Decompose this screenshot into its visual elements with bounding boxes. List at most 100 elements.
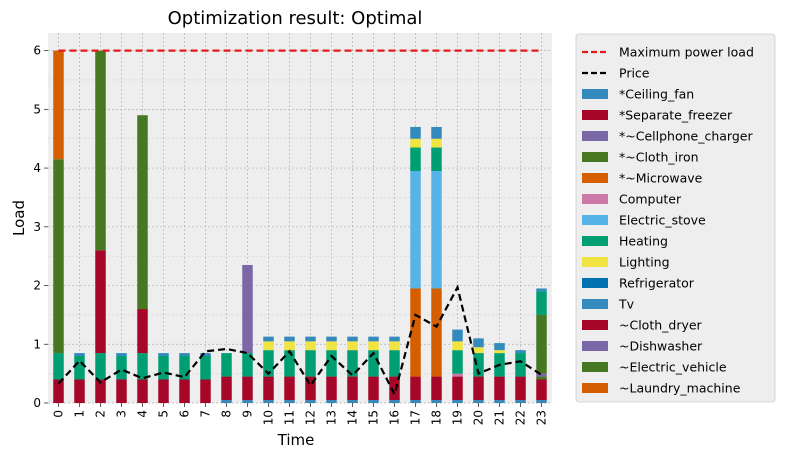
bar-segment bbox=[536, 314, 547, 374]
legend-label: ~Dishwasher bbox=[619, 339, 703, 354]
bar-segment bbox=[536, 400, 547, 403]
legend-label: Maximum power load bbox=[619, 45, 754, 60]
bar-segment bbox=[494, 343, 505, 351]
bar-segment bbox=[368, 336, 379, 342]
x-tick-label: 12 bbox=[304, 410, 318, 425]
bar-segment bbox=[473, 400, 484, 403]
bar-segment bbox=[452, 350, 463, 374]
bar-segment bbox=[74, 356, 85, 380]
bar-segment bbox=[326, 400, 337, 403]
legend-swatch bbox=[582, 173, 608, 183]
bar-segment bbox=[536, 379, 547, 401]
bar-segment bbox=[116, 356, 127, 380]
bar-segment bbox=[515, 353, 526, 377]
bar-segment bbox=[368, 376, 379, 401]
bar-segment bbox=[347, 336, 358, 342]
bar-segment bbox=[179, 353, 190, 357]
legend-label: ~Laundry_machine bbox=[619, 381, 741, 396]
bar-segment bbox=[263, 350, 274, 377]
bar-segment bbox=[515, 350, 526, 354]
y-ticks: 0 1 2 3 4 5 6 bbox=[33, 44, 48, 410]
bar-segment bbox=[137, 379, 148, 403]
bar-segment bbox=[263, 376, 274, 401]
bar-segment bbox=[410, 138, 421, 148]
bar-segment bbox=[53, 50, 64, 160]
bar-segment bbox=[326, 350, 337, 377]
bar-segment bbox=[179, 379, 190, 403]
bar-segment bbox=[95, 250, 106, 354]
legend-swatch bbox=[582, 110, 608, 120]
legend-swatch bbox=[582, 257, 608, 267]
bar-segment bbox=[452, 376, 463, 401]
bar-segment bbox=[242, 264, 253, 354]
bar-segment bbox=[536, 373, 547, 377]
x-tick-label: 19 bbox=[451, 410, 465, 425]
bar-segment bbox=[305, 350, 316, 377]
bar-segment bbox=[515, 376, 526, 401]
bar-segment bbox=[494, 400, 505, 403]
legend-swatch bbox=[582, 383, 608, 393]
legend-label: Tv bbox=[618, 297, 635, 312]
bar-segment bbox=[347, 341, 358, 351]
x-tick-label: 4 bbox=[136, 410, 150, 418]
legend: Maximum power load Price *Ceiling_fan *Sepa… bbox=[575, 33, 776, 403]
bar-segment bbox=[431, 138, 442, 148]
bar-segment bbox=[452, 400, 463, 403]
bar-segment bbox=[494, 376, 505, 401]
bar-segment bbox=[515, 400, 526, 403]
bar-segment bbox=[389, 341, 400, 351]
x-tick-label: 14 bbox=[346, 410, 360, 425]
bar-segment bbox=[410, 400, 421, 403]
bar-segment bbox=[368, 341, 379, 351]
bar-segment bbox=[200, 379, 211, 403]
bar-segment bbox=[242, 353, 253, 377]
bar-segment bbox=[158, 353, 169, 357]
bar-segment bbox=[158, 379, 169, 403]
bar-segment bbox=[536, 288, 547, 292]
y-tick-label: 3 bbox=[33, 220, 41, 234]
bar-segment bbox=[200, 353, 211, 357]
bar-segment bbox=[200, 356, 211, 380]
legend-label: *~Microwave bbox=[619, 171, 703, 186]
y-axis-label: Load bbox=[10, 200, 28, 236]
bar-segment bbox=[410, 147, 421, 172]
bar-segment bbox=[431, 288, 442, 377]
legend-label: Computer bbox=[619, 192, 682, 207]
bar-segment bbox=[473, 353, 484, 377]
x-tick-label: 0 bbox=[52, 410, 66, 418]
x-tick-label: 1 bbox=[73, 410, 87, 418]
bar-segment bbox=[305, 376, 316, 401]
bar-segment bbox=[410, 288, 421, 377]
x-axis-label: Time bbox=[277, 431, 315, 449]
plot-background bbox=[48, 33, 552, 403]
y-tick-label: 2 bbox=[33, 279, 41, 293]
bar-segment bbox=[74, 353, 85, 357]
bar-segment bbox=[452, 329, 463, 342]
bar-segment bbox=[221, 353, 232, 377]
x-tick-label: 16 bbox=[388, 410, 402, 425]
bar-segment bbox=[326, 336, 337, 342]
bar-segment bbox=[494, 350, 505, 354]
legend-label: Price bbox=[619, 66, 650, 81]
bar-segment bbox=[95, 379, 106, 403]
x-tick-label: 5 bbox=[157, 410, 171, 418]
legend-swatch bbox=[582, 278, 608, 288]
legend-swatch bbox=[582, 152, 608, 162]
bar-segment bbox=[242, 400, 253, 403]
bar-segment bbox=[410, 376, 421, 401]
bar-segment bbox=[389, 400, 400, 403]
bar-segment bbox=[284, 336, 295, 342]
bar-segment bbox=[53, 353, 64, 380]
legend-label: ~Electric_vehicle bbox=[619, 360, 727, 375]
x-tick-label: 10 bbox=[262, 410, 276, 425]
bar-segment bbox=[473, 338, 484, 348]
y-tick-label: 0 bbox=[33, 396, 41, 410]
bar-segment bbox=[431, 171, 442, 289]
bar-segment bbox=[53, 379, 64, 403]
bar-segment bbox=[263, 336, 274, 342]
y-tick-label: 4 bbox=[33, 161, 41, 175]
bar-segment bbox=[347, 400, 358, 403]
x-tick-label: 11 bbox=[283, 410, 297, 425]
x-tick-label: 2 bbox=[94, 410, 108, 418]
x-tick-label: 6 bbox=[178, 410, 192, 418]
